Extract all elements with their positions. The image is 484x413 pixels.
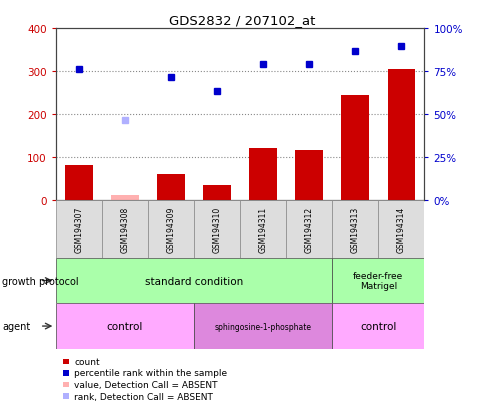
Bar: [111, 195, 138, 200]
Text: GSM194310: GSM194310: [212, 206, 221, 252]
Text: GSM194308: GSM194308: [120, 206, 129, 252]
Text: standard condition: standard condition: [145, 276, 242, 286]
Bar: [102, 200, 148, 258]
Bar: [378, 200, 424, 258]
Bar: [332, 200, 378, 258]
Bar: [65, 166, 92, 200]
Text: rank, Detection Call = ABSENT: rank, Detection Call = ABSENT: [74, 392, 212, 401]
Text: GSM194312: GSM194312: [304, 206, 313, 252]
Bar: [194, 304, 332, 349]
Text: GSM194314: GSM194314: [396, 206, 405, 252]
Bar: [203, 185, 230, 200]
Bar: [157, 175, 184, 200]
Bar: [387, 70, 414, 200]
Text: percentile rank within the sample: percentile rank within the sample: [74, 368, 227, 377]
Text: GSM194307: GSM194307: [74, 206, 83, 252]
Text: control: control: [106, 321, 143, 331]
Text: value, Detection Call = ABSENT: value, Detection Call = ABSENT: [74, 380, 217, 389]
Text: feeder-free
Matrigel: feeder-free Matrigel: [352, 271, 403, 290]
Bar: [194, 200, 240, 258]
Text: control: control: [359, 321, 395, 331]
Text: GDS2832 / 207102_at: GDS2832 / 207102_at: [169, 14, 315, 27]
Text: agent: agent: [2, 321, 30, 331]
Text: GSM194309: GSM194309: [166, 206, 175, 252]
Text: sphingosine-1-phosphate: sphingosine-1-phosphate: [214, 322, 311, 331]
Bar: [240, 200, 286, 258]
Bar: [56, 200, 102, 258]
Bar: [56, 258, 332, 304]
Bar: [56, 304, 194, 349]
Text: count: count: [74, 357, 100, 366]
Bar: [295, 151, 322, 200]
Text: GSM194311: GSM194311: [258, 206, 267, 252]
Text: growth protocol: growth protocol: [2, 276, 79, 286]
Bar: [249, 149, 276, 200]
Bar: [286, 200, 332, 258]
Bar: [341, 95, 368, 200]
Bar: [332, 258, 424, 304]
Bar: [332, 304, 424, 349]
Bar: [148, 200, 194, 258]
Text: GSM194313: GSM194313: [350, 206, 359, 252]
